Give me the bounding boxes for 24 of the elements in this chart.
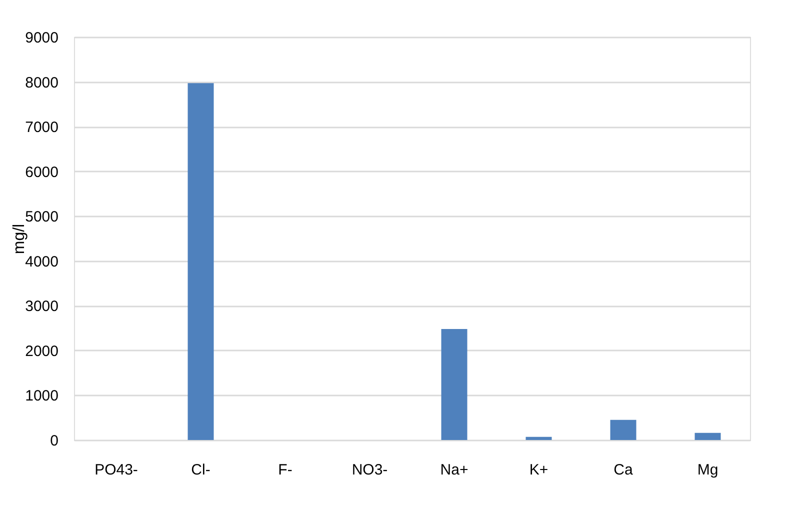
x-tick-label: Cl- <box>191 462 210 478</box>
y-tick-label: 5000 <box>25 208 58 226</box>
x-tick-label: Na+ <box>440 462 468 478</box>
bar <box>610 420 636 440</box>
y-axis-title: mg/l <box>11 224 28 254</box>
x-tick-label: Mg <box>697 462 718 478</box>
y-tick-label: 6000 <box>25 164 58 181</box>
y-tick-label: 4000 <box>25 253 58 270</box>
x-tick-label: K+ <box>529 462 548 478</box>
bar <box>694 432 721 440</box>
y-tick-label: 3000 <box>25 298 58 316</box>
y-tick-label: 7000 <box>25 119 58 136</box>
bar <box>441 328 468 440</box>
y-tick-label: 1000 <box>25 388 58 405</box>
y-tick-label: 8000 <box>25 74 58 92</box>
x-tick-label: Ca <box>614 462 634 478</box>
y-tick-label: 0 <box>50 432 58 450</box>
x-tick-label: F- <box>278 462 292 478</box>
bar <box>526 436 552 440</box>
x-tick-label: PO43- <box>94 462 138 478</box>
bar <box>188 83 214 440</box>
y-tick-label: 2000 <box>25 342 58 360</box>
y-tick-label: 9000 <box>25 30 58 46</box>
x-tick-label: NO3- <box>352 462 388 478</box>
